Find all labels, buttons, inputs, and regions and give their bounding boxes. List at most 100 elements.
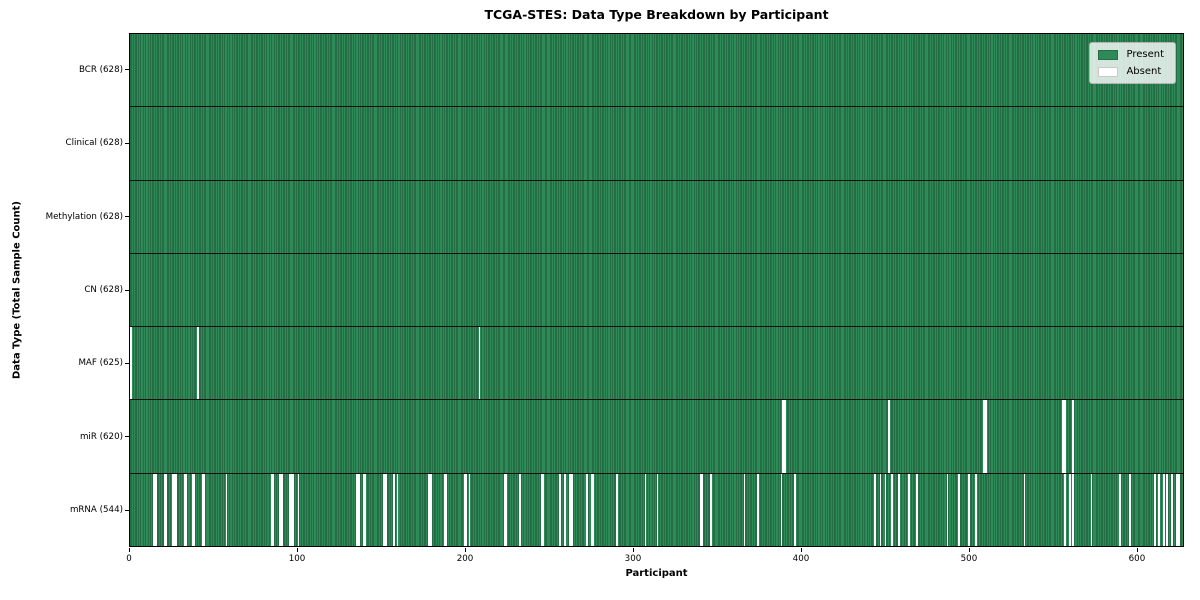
absent-stripe — [130, 327, 132, 400]
absent-stripe — [1063, 473, 1066, 546]
y-tick-mark — [125, 509, 129, 511]
absent-stripe — [1090, 473, 1093, 546]
absent-stripe — [1062, 400, 1064, 473]
x-tick-mark — [1136, 548, 1138, 552]
legend-item-absent: Absent — [1098, 66, 1164, 77]
absent-stripe — [171, 473, 174, 546]
row-MAF — [130, 326, 1183, 400]
legend-absent-swatch-icon — [1098, 66, 1119, 77]
absent-stripe — [1157, 473, 1160, 546]
absent-stripe — [743, 473, 746, 546]
row-CN — [130, 252, 1183, 327]
absent-stripe — [916, 473, 919, 546]
absent-stripe — [908, 473, 910, 546]
row-Methylation — [130, 179, 1183, 253]
absent-stripe — [616, 473, 618, 546]
absent-stripe — [272, 473, 275, 546]
absent-stripe — [297, 473, 300, 546]
absent-stripe — [975, 473, 977, 546]
legend: Present Absent — [1089, 42, 1176, 84]
x-tick-mark — [464, 548, 466, 552]
absent-stripe — [202, 473, 204, 546]
absent-stripe — [542, 473, 545, 546]
absent-stripe — [985, 400, 987, 473]
legend-item-present: Present — [1098, 49, 1164, 60]
x-tick-mark — [632, 548, 634, 552]
absent-stripe — [884, 473, 887, 546]
absent-stripe — [958, 473, 960, 546]
absent-stripe — [874, 473, 877, 546]
x-tick-mark — [129, 548, 130, 552]
y-tick-mark — [125, 216, 129, 218]
absent-stripe — [503, 473, 506, 546]
chart-title: TCGA-STES: Data Type Breakdown by Partic… — [484, 7, 829, 22]
absent-stripe — [559, 473, 561, 546]
absent-stripe — [592, 473, 595, 546]
absent-stripe — [1119, 473, 1121, 546]
absent-stripe — [155, 473, 157, 546]
row-Clinical — [130, 106, 1183, 180]
absent-stripe — [443, 473, 446, 546]
y-tick-mark — [125, 142, 129, 144]
absent-stripe — [710, 473, 712, 546]
y-axis-label: Data Type (Total Sample Count) — [11, 200, 23, 380]
absent-stripe — [279, 473, 281, 546]
x-tick-label-0: 0 — [126, 554, 132, 564]
y-tick-label-MAF: MAF (625) — [78, 358, 123, 369]
absent-stripe — [644, 473, 647, 546]
absent-stripe — [183, 473, 186, 546]
absent-stripe — [383, 473, 385, 546]
absent-stripe — [358, 473, 360, 546]
absent-stripe — [363, 473, 365, 546]
absent-stripe — [292, 473, 295, 546]
absent-stripe — [270, 473, 273, 546]
absent-stripe — [465, 473, 468, 546]
absent-stripe — [165, 473, 167, 546]
absent-stripe — [700, 473, 702, 546]
absent-stripe — [1063, 400, 1066, 473]
absent-stripe — [968, 473, 971, 546]
absent-stripe — [463, 473, 466, 546]
absent-stripe — [396, 473, 399, 546]
row-miR — [130, 399, 1183, 473]
absent-stripe — [591, 473, 593, 546]
absent-stripe — [1166, 473, 1168, 546]
y-tick-label-Clinical: Clinical (628) — [65, 138, 123, 149]
absent-stripe — [586, 473, 588, 546]
absent-stripe — [163, 473, 166, 546]
absent-stripe — [280, 473, 283, 546]
absent-stripe — [364, 473, 367, 546]
absent-stripe — [1068, 473, 1071, 546]
absent-stripe — [468, 473, 471, 546]
absent-stripe — [897, 473, 900, 546]
y-tick-label-Methylation: Methylation (628) — [45, 211, 123, 222]
absent-stripe — [1129, 473, 1132, 546]
absent-stripe — [887, 400, 890, 473]
absent-stripe — [879, 473, 882, 546]
y-tick-label-BCR: BCR (628) — [78, 64, 123, 75]
absent-stripe — [891, 473, 893, 546]
absent-stripe — [540, 473, 543, 546]
y-tick-label-mRNA: mRNA (544) — [69, 505, 123, 516]
absent-stripe — [445, 473, 447, 546]
absent-stripe — [1154, 473, 1157, 546]
absent-stripe — [505, 473, 508, 546]
y-tick-label-CN: CN (628) — [84, 285, 123, 295]
absent-stripe — [946, 473, 949, 546]
y-tick-label-miR: miR (620) — [79, 431, 123, 442]
y-tick-mark — [125, 289, 129, 291]
absent-stripe — [569, 473, 571, 546]
absent-stripe — [193, 473, 196, 546]
row-mRNA — [130, 472, 1183, 546]
absent-stripe — [564, 473, 566, 546]
absent-stripe — [225, 473, 228, 546]
absent-stripe — [519, 473, 521, 546]
absent-stripe — [203, 473, 206, 546]
absent-stripe — [783, 400, 786, 473]
absent-stripe — [428, 473, 431, 546]
x-tick-label-200: 200 — [456, 554, 474, 564]
plot-area — [129, 33, 1184, 547]
absent-stripe — [1171, 473, 1173, 546]
x-tick-mark — [800, 548, 802, 552]
